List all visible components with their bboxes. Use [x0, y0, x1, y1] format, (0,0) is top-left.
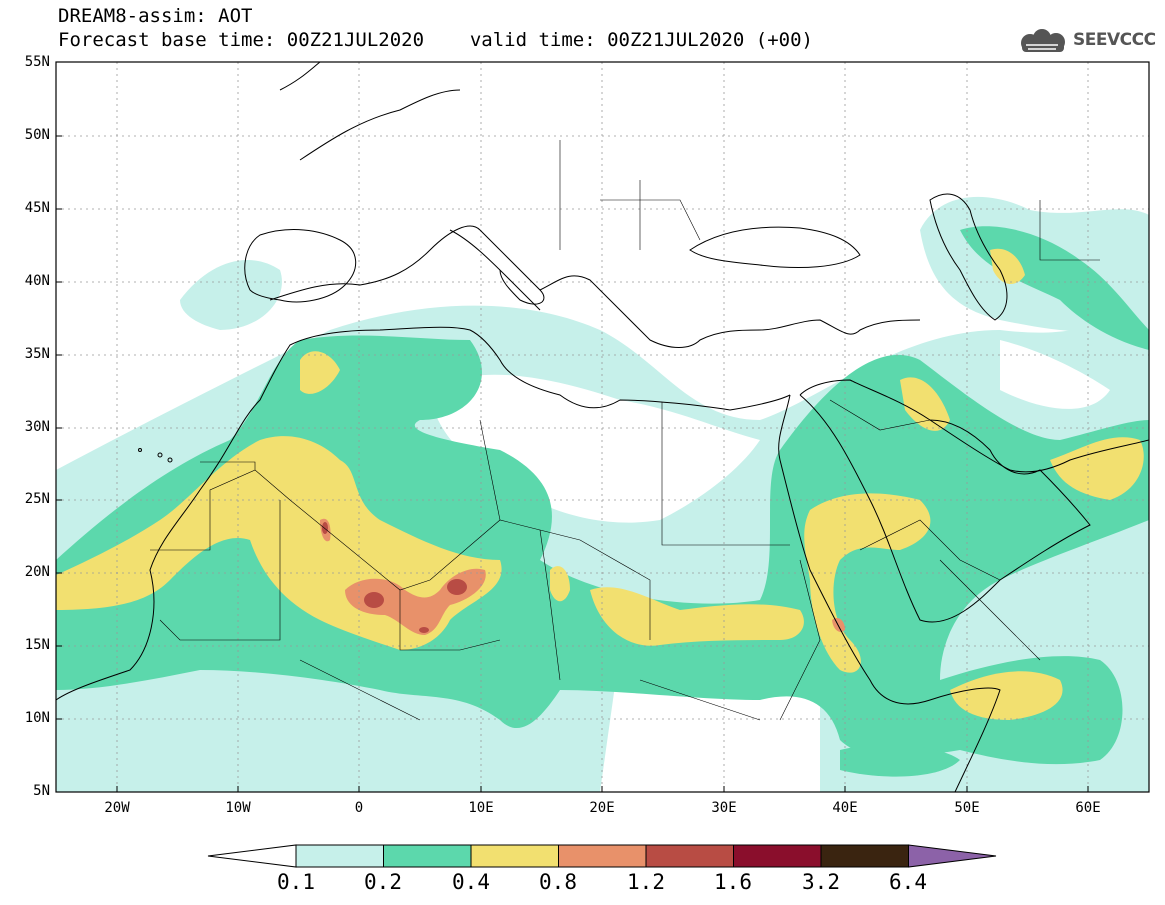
colorbar-over-triangle — [908, 844, 997, 868]
lon-label-50e: 50E — [954, 800, 980, 816]
lat-label-40n: 40N — [24, 273, 50, 289]
colorbar-label-0.8: 0.8 — [539, 870, 577, 894]
colorbar-label-0.1: 0.1 — [277, 870, 315, 894]
seevccc-logo — [1021, 29, 1065, 52]
graticule — [56, 62, 1149, 792]
colorbar-swatch-0.4 — [470, 844, 559, 868]
lon-label-20e: 20E — [589, 800, 615, 816]
lat-label-55n: 55N — [24, 54, 50, 70]
forecast-base-time: Forecast base time: 00Z21JUL2020 — [58, 29, 425, 51]
colorbar-label-1.2: 1.2 — [627, 870, 665, 894]
lon-label-10w: 10W — [225, 800, 251, 816]
colorbar-label-0.4: 0.4 — [452, 870, 490, 894]
colorbar-label-1.6: 1.6 — [714, 870, 752, 894]
lon-label-0: 0 — [354, 800, 364, 816]
lon-label-20w: 20W — [104, 800, 130, 816]
colorbar-label-3.2: 3.2 — [802, 870, 840, 894]
colorbar-swatch-1.6 — [733, 844, 822, 868]
colorbar-swatch-1.2 — [645, 844, 734, 868]
lat-label-35n: 35N — [24, 346, 50, 362]
colorbar-swatch-3.2 — [820, 844, 909, 868]
lon-label-10e: 10E — [468, 800, 494, 816]
aot-band-1.2 — [322, 522, 467, 633]
colorbar-swatch-0.8 — [558, 844, 647, 868]
valid-time: valid time: 00Z21JUL2020 (+00) — [469, 29, 813, 51]
axis-ticks — [56, 61, 1089, 792]
lat-label-5n: 5N — [33, 783, 50, 799]
colorbar-swatch-0.1 — [295, 844, 384, 868]
coastlines — [56, 62, 1149, 792]
colorbar-label-0.2: 0.2 — [364, 870, 402, 894]
lat-label-45n: 45N — [24, 200, 50, 216]
map-title: DREAM8-assim: AOT — [58, 5, 253, 27]
aot-field — [56, 62, 1149, 792]
lon-label-30e: 30E — [711, 800, 737, 816]
lat-label-10n: 10N — [24, 710, 50, 726]
lat-label-50n: 50N — [24, 127, 50, 143]
lon-label-60e: 60E — [1075, 800, 1101, 816]
logo-text: SEEVCCC — [1073, 30, 1156, 50]
lat-label-15n: 15N — [24, 637, 50, 653]
country-borders — [150, 140, 1100, 721]
lon-label-40e: 40E — [832, 800, 858, 816]
colorbar-under-triangle — [207, 844, 297, 868]
colorbar-swatch-0.2 — [383, 844, 472, 868]
lat-label-30n: 30N — [24, 419, 50, 435]
forecast-time-line: Forecast base time: 00Z21JUL2020 valid t… — [58, 30, 813, 50]
colorbar — [207, 844, 997, 868]
lat-label-25n: 25N — [24, 491, 50, 507]
colorbar-label-6.4: 6.4 — [889, 870, 927, 894]
lat-label-20n: 20N — [24, 564, 50, 580]
